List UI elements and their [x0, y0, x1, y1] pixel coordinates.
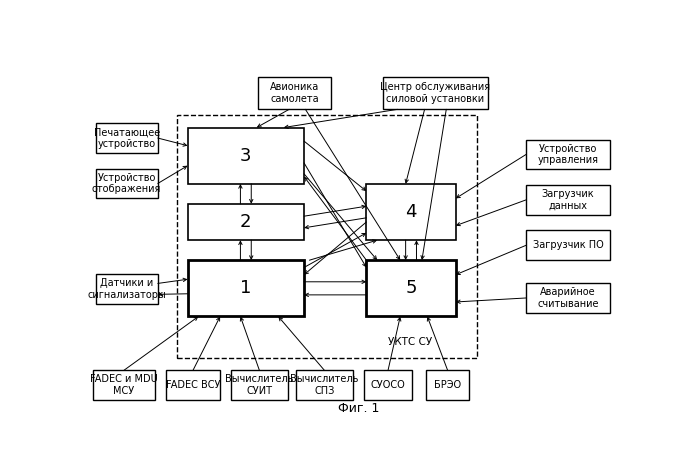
FancyBboxPatch shape — [96, 169, 158, 198]
FancyBboxPatch shape — [258, 76, 331, 110]
Text: Вычислитель
СПЗ: Вычислитель СПЗ — [290, 374, 359, 396]
Text: Устройство
управления: Устройство управления — [538, 143, 598, 165]
Text: 5: 5 — [405, 279, 417, 297]
FancyBboxPatch shape — [296, 371, 353, 400]
Text: Авионика
самолета: Авионика самолета — [270, 82, 319, 104]
Text: Устройство
отображения: Устройство отображения — [92, 173, 161, 194]
Text: Загрузчик
данных: Загрузчик данных — [542, 189, 594, 211]
FancyBboxPatch shape — [366, 260, 456, 317]
Text: 3: 3 — [240, 147, 252, 165]
Text: Загрузчик ПО: Загрузчик ПО — [533, 240, 603, 250]
Text: Фиг. 1: Фиг. 1 — [338, 402, 379, 415]
FancyBboxPatch shape — [96, 274, 158, 304]
FancyBboxPatch shape — [526, 140, 610, 169]
FancyBboxPatch shape — [366, 184, 456, 240]
Text: УКТС СУ: УКТС СУ — [387, 337, 432, 347]
Text: FADEC и MDU
МСУ: FADEC и MDU МСУ — [90, 374, 158, 396]
Text: FADEC ВСУ: FADEC ВСУ — [166, 380, 220, 390]
FancyBboxPatch shape — [526, 185, 610, 215]
FancyBboxPatch shape — [526, 283, 610, 313]
FancyBboxPatch shape — [382, 76, 488, 110]
FancyBboxPatch shape — [93, 371, 155, 400]
Text: Центр обслуживания
силовой установки: Центр обслуживания силовой установки — [380, 82, 491, 104]
Text: 1: 1 — [240, 279, 252, 297]
Text: Аварийное
считывание: Аварийное считывание — [538, 287, 599, 309]
FancyBboxPatch shape — [187, 260, 304, 317]
FancyBboxPatch shape — [426, 371, 469, 400]
FancyBboxPatch shape — [231, 371, 288, 400]
Text: Вычислитель
СУИТ: Вычислитель СУИТ — [225, 374, 294, 396]
Text: БРЭО: БРЭО — [434, 380, 461, 390]
Text: СУОСО: СУОСО — [370, 380, 405, 390]
Text: 4: 4 — [405, 203, 417, 221]
FancyBboxPatch shape — [96, 123, 158, 153]
FancyBboxPatch shape — [187, 204, 304, 240]
FancyBboxPatch shape — [526, 230, 610, 260]
Text: Датчики и
сигнализаторы: Датчики и сигнализаторы — [87, 278, 166, 300]
Text: 2: 2 — [240, 213, 252, 231]
Text: Печатающее
устройство: Печатающее устройство — [94, 127, 160, 149]
FancyBboxPatch shape — [166, 371, 220, 400]
FancyBboxPatch shape — [187, 127, 304, 184]
FancyBboxPatch shape — [363, 371, 412, 400]
